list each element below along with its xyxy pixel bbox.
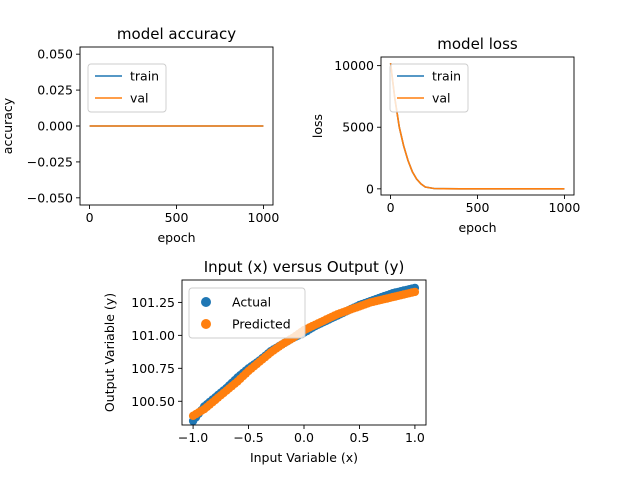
legend: train val xyxy=(389,63,469,113)
x-tick-label: 500 xyxy=(165,210,189,225)
legend-label-predicted: Predicted xyxy=(232,317,291,332)
x-tick-label: 0 xyxy=(86,210,94,225)
chart-title: model loss xyxy=(437,35,518,53)
x-tick-label: 1.0 xyxy=(405,430,425,445)
y-tick-label: 101.25 xyxy=(131,295,175,310)
y-tick-label: 0.000 xyxy=(37,119,73,134)
plot-area xyxy=(188,283,420,425)
y-tick-label: 10000 xyxy=(334,58,374,73)
legend: train val xyxy=(87,63,167,113)
y-axis-label: Output Variable (y) xyxy=(102,293,117,412)
chart-panel-1: 0 500 1000 −0.050 −0.025 0.000 0.025 0.050 model… xyxy=(0,25,279,245)
legend-label-train: train xyxy=(130,69,159,84)
x-tick-label: −1.0 xyxy=(178,430,208,445)
x-tick-label: 0.5 xyxy=(350,430,370,445)
y-tick-label: 100.75 xyxy=(131,361,175,376)
legend-box xyxy=(188,287,306,339)
y-tick-label: 0.025 xyxy=(37,83,73,98)
y-tick-label: −0.025 xyxy=(27,154,73,169)
legend-label-actual: Actual xyxy=(232,295,271,310)
y-axis-label: loss xyxy=(310,114,325,138)
x-tick-label: −0.5 xyxy=(233,430,263,445)
x-tick-label: 0 xyxy=(387,200,395,215)
plot-area xyxy=(389,63,565,190)
y-tick-label: 0 xyxy=(366,181,374,196)
chart-panel-3: −1.0 −0.5 0.0 0.5 1.0 100.50 100.75 101.00 101.2… xyxy=(102,258,427,465)
x-axis-label: epoch xyxy=(157,230,195,245)
y-tick-label: 100.50 xyxy=(131,394,175,409)
legend-label-val: val xyxy=(130,91,149,106)
x-tick-label: 1000 xyxy=(549,200,581,215)
legend-swatch-predicted xyxy=(201,319,211,329)
y-tick-label: 101.00 xyxy=(131,328,175,343)
y-tick-label: 0.050 xyxy=(37,47,73,62)
x-tick-label: 0.0 xyxy=(294,430,314,445)
x-axis-label: Input Variable (x) xyxy=(250,450,358,465)
series-line-val xyxy=(389,63,565,190)
x-tick-label: 500 xyxy=(466,200,490,215)
legend-label-val: val xyxy=(432,91,451,106)
x-axis-label: epoch xyxy=(458,220,496,235)
chart-title: Input (x) versus Output (y) xyxy=(204,258,405,276)
y-tick-label: 5000 xyxy=(342,120,374,135)
legend: Actual Predicted xyxy=(188,287,306,339)
x-tick-label: 1000 xyxy=(248,210,280,225)
y-axis-label: accuracy xyxy=(0,97,15,154)
scatter-point-predicted xyxy=(410,287,420,297)
chart-title: model accuracy xyxy=(117,25,236,43)
y-tick-label: −0.050 xyxy=(27,190,73,205)
legend-swatch-actual xyxy=(201,297,211,307)
legend-label-train: train xyxy=(432,69,461,84)
